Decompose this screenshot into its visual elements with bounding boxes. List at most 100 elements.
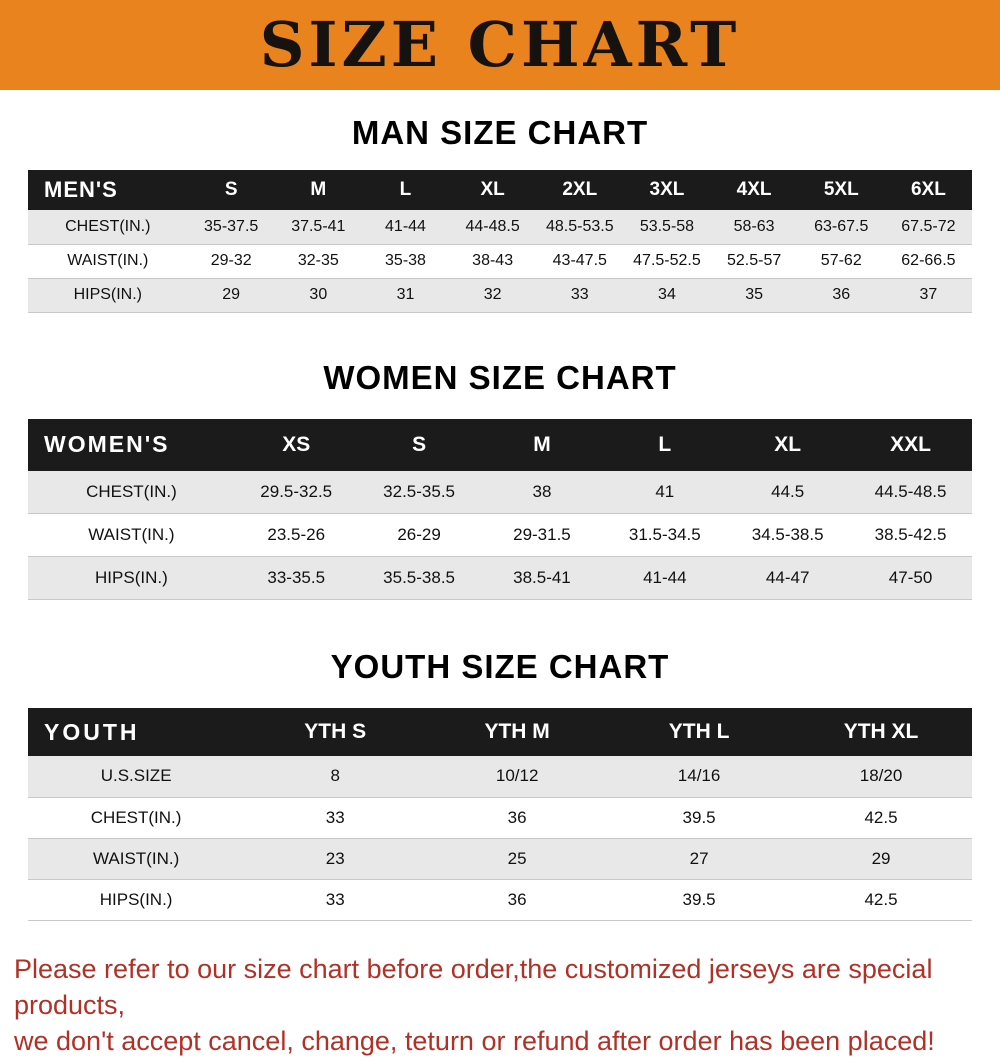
size-value-cell: 37 — [919, 286, 938, 303]
size-value-cell: 32-35 — [297, 252, 339, 269]
table-row: WAIST(IN.) 23.5-26 26-29 29-31.5 31.5-34.5 34… — [28, 513, 972, 557]
size-value-cell: 38 — [532, 481, 552, 501]
measurement-row-label: CHEST(IN.) — [86, 481, 177, 501]
size-value-cell: 38-43 — [472, 252, 514, 269]
size-value-cell: 36 — [507, 889, 527, 909]
order-policy-line: we don't accept cancel, change, teturn o… — [14, 1026, 935, 1057]
measurement-row-label: HIPS(IN.) — [73, 286, 143, 303]
size-value-cell: 33 — [570, 286, 589, 303]
table-title-cell: WOMEN'S — [44, 431, 170, 457]
size-value-cell: 37.5-41 — [291, 217, 346, 235]
measurement-row-label: WAIST(IN.) — [88, 525, 175, 544]
size-value-cell: 18/20 — [859, 766, 903, 786]
size-value-cell: 47-50 — [888, 568, 933, 587]
size-value-cell: 33-35.5 — [267, 568, 326, 587]
measurement-row-label: HIPS(IN.) — [99, 889, 173, 909]
size-value-cell: 29-32 — [210, 252, 252, 269]
size-value-cell: 63-67.5 — [814, 217, 869, 235]
size-value-cell: 30 — [309, 286, 328, 303]
size-value-cell: 14/16 — [677, 766, 721, 786]
size-value-cell: 34 — [658, 286, 676, 303]
size-value-cell: 42.5 — [864, 807, 898, 827]
table-row: CHEST(IN.) 33 36 39.5 42.5 — [28, 797, 972, 838]
size-value-cell: 31.5-34.5 — [628, 525, 701, 544]
size-value-cell: 25 — [507, 848, 527, 868]
measurement-row-label: U.S.SIZE — [100, 766, 172, 786]
size-value-cell: 33 — [325, 807, 345, 827]
size-column-header: YTH S — [304, 720, 367, 743]
size-value-cell: 33 — [325, 889, 345, 909]
size-value-cell: 35-38 — [385, 252, 426, 269]
size-value-cell: 39.5 — [682, 807, 716, 827]
size-value-cell: 58-63 — [733, 217, 775, 235]
size-column-header: 6XL — [910, 179, 946, 200]
size-column-header: L — [658, 432, 672, 456]
size-value-cell: 57-62 — [820, 252, 862, 269]
size-value-cell: 29 — [222, 286, 241, 303]
size-value-cell: 41 — [655, 481, 675, 501]
size-value-cell: 36 — [507, 807, 527, 827]
size-column-header: XS — [282, 432, 311, 456]
title-banner: SIZE CHART — [0, 0, 1000, 90]
size-column-header: XL — [774, 432, 802, 456]
order-policy-note: Please refer to our size chart before or… — [0, 951, 1000, 1060]
table-row: U.S.SIZE 8 10/12 14/16 18/20 — [28, 756, 972, 797]
size-value-cell: 44-48.5 — [465, 217, 520, 235]
size-column-header: S — [224, 179, 238, 200]
measurement-row-label: WAIST(IN.) — [92, 848, 180, 868]
size-value-cell: 35 — [745, 286, 763, 303]
womens-size-table: WOMEN'S XS S M L XL XXL CHEST(IN.) 29.5-32.5 32.… — [28, 418, 972, 601]
size-value-cell: 52.5-57 — [726, 252, 782, 269]
mens-size-table: MEN'S S M L XL 2XL 3XL 4XL 5XL 6XL CHEST(IN.) 35-3… — [28, 170, 972, 313]
measurement-row-label: HIPS(IN.) — [95, 568, 168, 587]
table-row: WAIST(IN.) 29-32 32-35 35-38 38-43 43-47.5 47.… — [28, 244, 972, 278]
size-value-cell: 42.5 — [864, 889, 898, 909]
size-column-header: M — [533, 432, 551, 456]
table-row: HIPS(IN.) 29 30 31 32 33 34 35 36 37 — [28, 278, 972, 312]
size-value-cell: 10/12 — [495, 766, 539, 786]
size-value-cell: 39.5 — [682, 889, 716, 909]
size-value-cell: 23.5-26 — [267, 525, 326, 544]
size-value-cell: 35.5-38.5 — [383, 568, 455, 587]
size-column-header: YTH XL — [843, 720, 919, 743]
size-value-cell: 53.5-58 — [639, 217, 695, 235]
measurement-row-label: CHEST(IN.) — [65, 217, 151, 235]
size-value-cell: 48.5-53.5 — [545, 217, 614, 235]
size-column-header: 3XL — [649, 179, 685, 200]
size-value-cell: 41-44 — [643, 568, 687, 587]
size-value-cell: 34.5-38.5 — [751, 525, 824, 544]
table-row: CHEST(IN.) 29.5-32.5 32.5-35.5 38 41 44.5 44.5… — [28, 470, 972, 514]
size-column-header: YTH M — [484, 720, 550, 743]
size-value-cell: 47.5-52.5 — [633, 252, 701, 269]
measurement-row-label: CHEST(IN.) — [90, 807, 182, 827]
size-value-cell: 44.5 — [771, 481, 805, 501]
size-value-cell: 41-44 — [385, 217, 426, 235]
size-column-header: S — [412, 432, 427, 456]
size-value-cell: 36 — [832, 286, 851, 303]
size-value-cell: 35-37.5 — [204, 217, 259, 235]
size-value-cell: 31 — [396, 286, 415, 303]
size-value-cell: 62-66.5 — [901, 252, 956, 269]
size-value-cell: 67.5-72 — [901, 217, 956, 235]
table-row: HIPS(IN.) 33 36 39.5 42.5 — [28, 879, 972, 920]
size-column-header: 2XL — [562, 179, 598, 200]
page-title: SIZE CHART — [259, 8, 741, 81]
table-header-row: YOUTH YTH S YTH M YTH L YTH XL — [28, 708, 972, 756]
size-value-cell: 32 — [483, 286, 502, 303]
size-value-cell: 8 — [330, 766, 340, 786]
size-value-cell: 44.5-48.5 — [874, 481, 947, 501]
women-section-heading: WOMEN SIZE CHART — [323, 358, 677, 396]
size-value-cell: 38.5-42.5 — [874, 525, 947, 544]
size-column-header: M — [310, 179, 327, 200]
youth-section-heading: YOUTH SIZE CHART — [330, 648, 670, 685]
table-title-cell: YOUTH — [44, 718, 140, 745]
table-header-row: WOMEN'S XS S M L XL XXL — [28, 418, 972, 471]
measurement-row-label: WAIST(IN.) — [67, 252, 149, 269]
youth-size-table: YOUTH YTH S YTH M YTH L YTH XL U.S.SIZE 8 10/1… — [28, 708, 972, 921]
table-row: HIPS(IN.) 33-35.5 35.5-38.5 38.5-41 41-44 44-… — [28, 556, 972, 600]
size-column-header: 5XL — [823, 179, 859, 200]
order-policy-line: Please refer to our size chart before or… — [14, 953, 933, 1020]
size-value-cell: 29 — [871, 848, 891, 868]
size-value-cell: 27 — [689, 848, 709, 868]
